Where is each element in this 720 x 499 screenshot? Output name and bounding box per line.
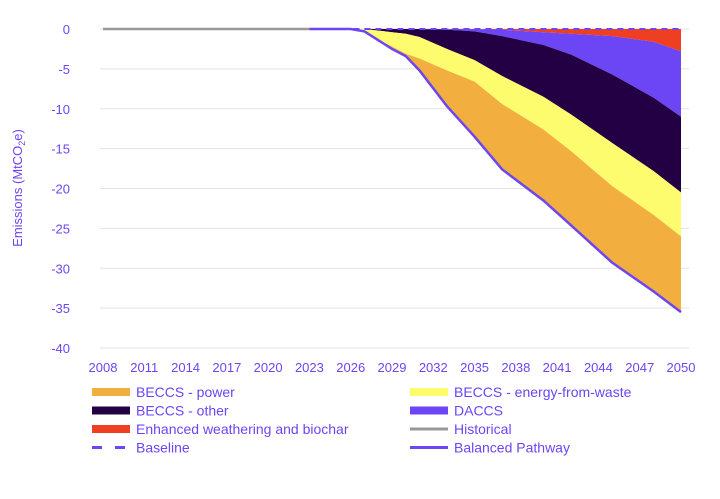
y-tick-label: -10 [51,102,70,117]
area-daccs [350,29,681,117]
legend-swatch [92,388,130,396]
y-tick-label: 0 [63,22,70,37]
x-tick-label: 2035 [460,360,489,375]
legend-label: Enhanced weathering and biochar [136,421,349,437]
line-balanced-pathway [309,27,682,314]
x-tick-label: 2026 [336,360,365,375]
y-tick-label: -30 [51,261,70,276]
x-tick-label: 2041 [543,360,572,375]
stacked-areas [350,29,681,313]
legend-swatch [92,425,130,433]
x-tick-label: 2044 [584,360,613,375]
legend-swatch [410,406,448,415]
x-tick-label: 2017 [212,360,241,375]
y-tick-label: -15 [51,142,70,157]
y-tick-label: -5 [58,62,70,77]
y-tick-label: -35 [51,301,70,316]
legend-label: Baseline [136,440,190,456]
y-tick-label: -25 [51,221,70,236]
legend-label: BECCS - other [136,403,229,419]
x-tick-label: 2047 [625,360,654,375]
gridlines [100,28,689,349]
legend-swatch [92,406,130,415]
legend-label: BECCS - energy-from-waste [454,384,632,400]
area-enhanced-weathering-and-biochar [350,29,681,52]
x-tick-label: 2023 [295,360,324,375]
x-tick-label: 2050 [667,360,696,375]
legend-label: DACCS [454,403,503,419]
legend-swatch [410,388,448,396]
x-tick-label: 2029 [378,360,407,375]
legend-label: Balanced Pathway [454,440,570,456]
area-beccs-power [350,29,681,313]
area-beccs-other [350,29,681,193]
y-axis-ticks: 0 -5 -10 -15 -20 -25 -30 -35 -40 [51,22,70,356]
y-tick-label: -20 [51,182,70,197]
x-tick-label: 2020 [254,360,283,375]
series-lines [103,27,682,314]
legend: BECCS - power BECCS - energy-from-waste BE… [92,384,632,456]
x-tick-label: 2032 [419,360,448,375]
legend-label: BECCS - power [136,384,235,400]
x-tick-label: 2008 [89,360,118,375]
x-tick-label: 2014 [171,360,200,375]
y-axis-label: Emissions (MtCO2e) [10,129,27,247]
x-tick-label: 2038 [501,360,530,375]
x-axis-ticks: 2008 2011 2014 2017 2020 2023 2026 2029 2032 2035… [89,360,696,375]
legend-label: Historical [454,421,512,437]
y-tick-label: -40 [51,341,70,356]
x-tick-label: 2011 [130,360,158,375]
